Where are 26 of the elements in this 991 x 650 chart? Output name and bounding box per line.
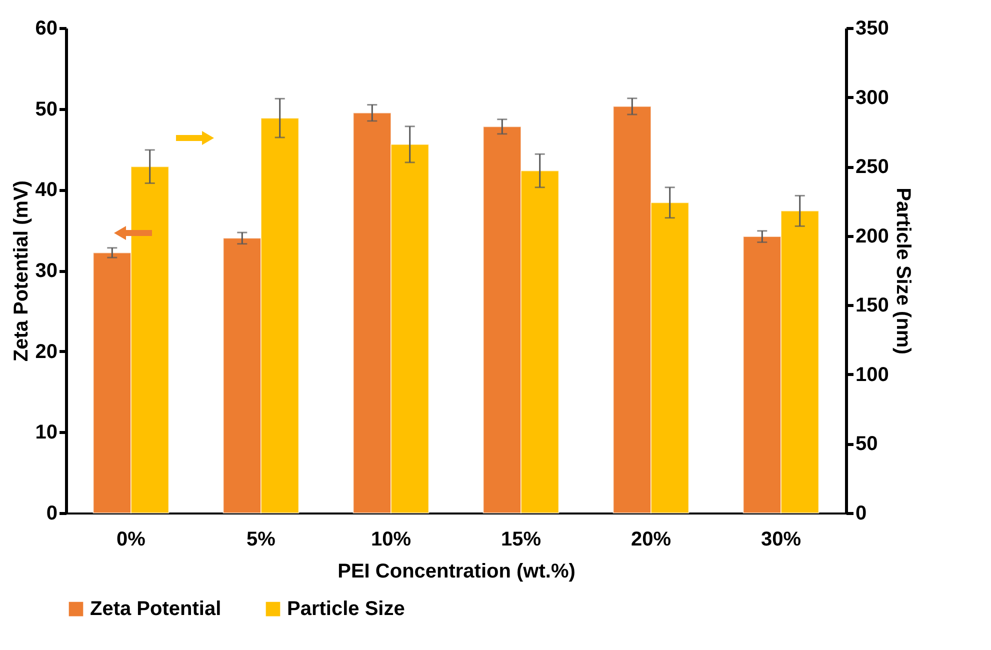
y2-axis-title: Particle Size (nm)	[892, 188, 914, 354]
x-tick-label: 0%	[116, 528, 146, 550]
y2-tick-label: 200	[856, 225, 889, 248]
y-tick-label: 10	[35, 422, 58, 444]
y-tick-label: 20	[35, 340, 58, 363]
y2-tick-label: 100	[856, 364, 889, 386]
x-tick-label: 5%	[246, 528, 276, 550]
y2-tick-label: 250	[856, 156, 889, 178]
y2-tick-label: 150	[856, 294, 889, 317]
y-tick-label: 60	[35, 18, 58, 40]
legend-label: Particle Size	[287, 598, 405, 620]
y-axis-title: Zeta Potential (mV)	[10, 180, 32, 362]
legend-label: Zeta Potential	[90, 598, 222, 620]
y2-tick-label: 0	[856, 502, 867, 524]
y2-tick-label: 50	[856, 433, 878, 456]
x-tick-label: 30%	[760, 528, 802, 550]
x-tick-label: 20%	[630, 528, 672, 550]
y2-tick-label: 350	[856, 18, 889, 40]
y-tick-label: 30	[35, 260, 58, 282]
x-tick-label: 10%	[370, 528, 412, 550]
y-tick-label: 40	[35, 179, 58, 202]
x-tick-label: 15%	[500, 528, 542, 550]
x-axis-title: PEI Concentration (wt.%)	[338, 560, 576, 582]
y-tick-label: 0	[46, 502, 58, 524]
y2-tick-label: 300	[856, 86, 889, 109]
y-tick-label: 50	[35, 98, 58, 120]
